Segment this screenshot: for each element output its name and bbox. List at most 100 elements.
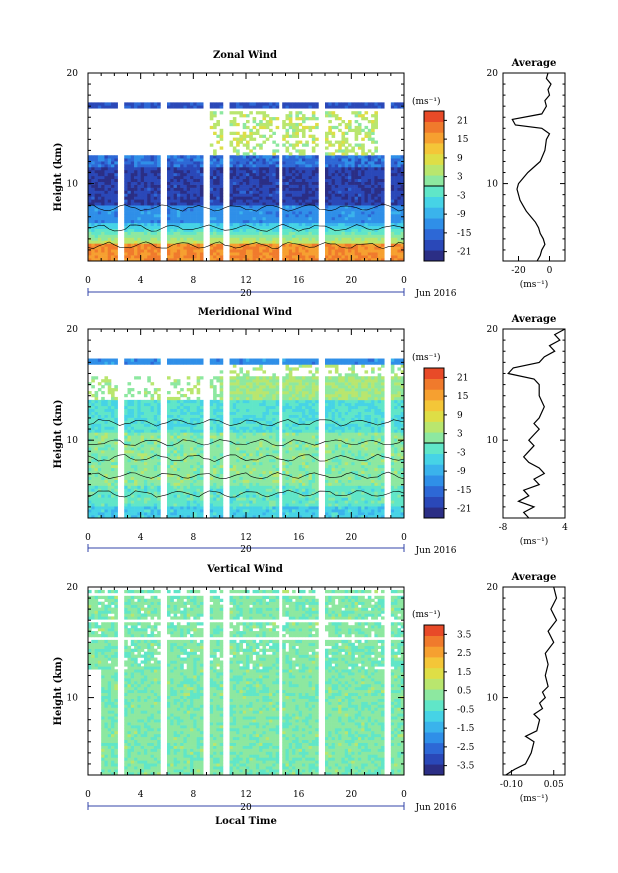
zonal-heatmap-cell: [242, 167, 247, 171]
zonal-heatmap-cell: [348, 237, 352, 241]
zonal-heatmap-cell: [236, 181, 240, 185]
meridional-heatmap-cell: [157, 361, 161, 365]
zonal-heatmap-cell: [249, 214, 253, 218]
meridional-heatmap-cell: [186, 450, 191, 454]
zonal-heatmap-cell: [397, 164, 402, 168]
meridional-heatmap-cell: [196, 515, 201, 519]
zonal-heatmap-cell: [107, 252, 112, 256]
zonal-heatmap-cell: [354, 155, 359, 159]
meridional-heatmap-cell: [150, 450, 155, 454]
meridional-heatmap-cell: [107, 497, 112, 501]
zonal-heatmap-cell: [357, 237, 362, 241]
zonal-heatmap-cell: [173, 158, 178, 162]
zonal-heatmap-cell: [269, 178, 273, 182]
zonal-heatmap-cell: [374, 240, 378, 244]
zonal-heatmap-cell: [114, 161, 118, 165]
zonal-heatmap-cell: [239, 102, 244, 106]
zonal-heatmap-cell: [272, 164, 276, 168]
zonal-heatmap-cell: [167, 164, 171, 168]
zonal-heatmap-cell: [325, 158, 329, 162]
zonal-heatmap-cell: [364, 214, 369, 218]
zonal-heatmap-cell: [114, 237, 118, 241]
zonal-heatmap-cell: [262, 164, 267, 168]
meridional-heatmap-cell: [134, 438, 138, 442]
meridional-heatmap-cell: [114, 476, 118, 480]
zonal-heatmap-cell: [104, 164, 109, 168]
meridional-heatmap-cell: [104, 470, 109, 474]
zonal-heatmap-cell: [107, 208, 112, 212]
zonal-heatmap-cell: [328, 216, 332, 221]
zonal-heatmap-cell: [325, 190, 329, 194]
zonal-heatmap-cell: [190, 237, 194, 241]
zonal-heatmap-cell: [311, 199, 316, 203]
meridional-heatmap-cell: [114, 417, 118, 421]
zonal-heatmap-cell: [259, 258, 263, 262]
zonal-heatmap-cell: [252, 175, 257, 180]
meridional-heatmap-cell: [127, 382, 132, 386]
zonal-heatmap-cell: [147, 175, 151, 180]
zonal-heatmap-cell: [305, 243, 309, 247]
zonal-heatmap-cell: [397, 178, 402, 182]
zonal-heatmap-cell: [354, 196, 359, 200]
meridional-heatmap-cell: [190, 497, 194, 501]
zonal-heatmap-cell: [272, 205, 276, 209]
zonal-heatmap-cell: [167, 155, 171, 159]
zonal-heatmap-cell: [127, 255, 132, 259]
meridional-heatmap-cell: [127, 399, 132, 404]
zonal-heatmap-cell: [186, 199, 191, 203]
zonal-heatmap-cell: [331, 228, 336, 232]
meridional-heatmap-cell: [107, 361, 112, 365]
zonal-heatmap-cell: [311, 240, 316, 244]
meridional-heatmap-cell: [190, 402, 194, 407]
zonal-heatmap-cell: [259, 205, 263, 209]
zonal-heatmap-cell: [265, 190, 270, 194]
zonal-heatmap-cell: [219, 155, 224, 159]
zonal-heatmap-cell: [157, 190, 161, 194]
zonal-heatmap-cell: [153, 193, 158, 197]
zonal-heatmap-cell: [357, 164, 362, 168]
zonal-heatmap-cell: [338, 237, 342, 241]
zonal-heatmap-cell: [249, 149, 253, 153]
meridional-heatmap-cell: [180, 358, 184, 362]
zonal-heatmap-cell: [167, 190, 171, 194]
zonal-heatmap-cell: [150, 181, 155, 185]
meridional-heatmap-cell: [104, 500, 109, 504]
meridional-heatmap-cell: [143, 500, 148, 504]
zonal-heatmap-cell: [348, 125, 352, 130]
zonal-heatmap-cell: [213, 255, 217, 259]
meridional-heatmap-cell: [101, 503, 105, 507]
meridional-heatmap-cell: [167, 414, 171, 418]
meridional-heatmap-cell: [124, 450, 128, 454]
meridional-heatmap-cell: [170, 491, 174, 495]
meridional-heatmap-cell: [170, 509, 174, 513]
zonal-heatmap-cell: [147, 219, 151, 224]
meridional-heatmap-cell: [190, 429, 194, 433]
meridional-heatmap-cell: [143, 420, 148, 424]
zonal-heatmap-cell: [193, 199, 197, 203]
zonal-heatmap-cell: [308, 246, 313, 250]
zonal-heatmap-cell: [351, 202, 355, 206]
meridional-heatmap-cell: [137, 420, 141, 424]
zonal-heatmap-cell: [104, 184, 109, 188]
meridional-heatmap-cell: [124, 503, 128, 507]
zonal-heatmap-cell: [249, 155, 253, 159]
zonal-heatmap-cell: [190, 208, 194, 212]
meridional-heatmap-cell: [134, 441, 138, 445]
meridional-heatmap-cell: [167, 435, 171, 439]
meridional-heatmap-cell: [150, 393, 155, 398]
zonal-heatmap-cell: [285, 114, 290, 118]
zonal-heatmap-cell: [157, 228, 161, 232]
zonal-heatmap-cell: [199, 211, 204, 215]
meridional-heatmap-cell: [176, 438, 181, 442]
zonal-heatmap-cell: [275, 169, 280, 174]
zonal-heatmap-cell: [107, 155, 112, 159]
zonal-heatmap-cell: [193, 243, 197, 247]
meridional-heatmap-cell: [150, 461, 155, 466]
zonal-heatmap-cell: [308, 205, 313, 209]
zonal-heatmap-cell: [295, 175, 299, 180]
zonal-heatmap-cell: [315, 208, 319, 212]
meridional-heatmap-cell: [180, 491, 184, 495]
zonal-heatmap-cell: [183, 172, 188, 177]
zonal-heatmap-cell: [301, 175, 306, 180]
meridional-heatmap-cell: [176, 494, 181, 498]
